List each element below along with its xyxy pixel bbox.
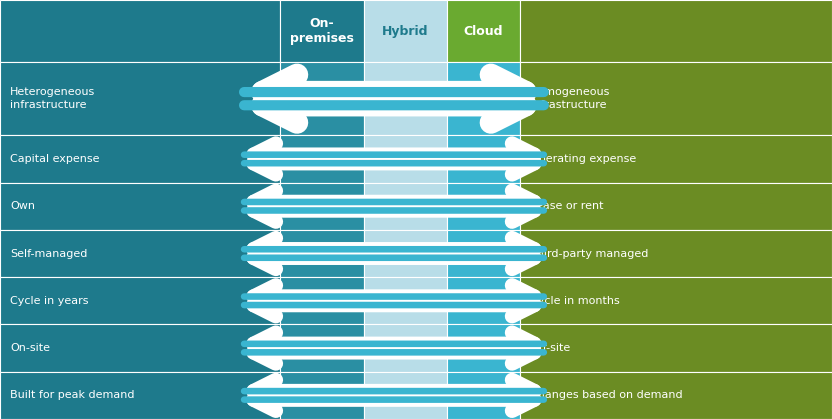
Text: Built for peak demand: Built for peak demand xyxy=(10,391,135,401)
FancyArrowPatch shape xyxy=(254,341,534,364)
Bar xyxy=(364,183,447,230)
Bar xyxy=(520,277,832,324)
Text: Heterogeneous
infrastructure: Heterogeneous infrastructure xyxy=(10,88,95,110)
FancyArrowPatch shape xyxy=(254,333,534,355)
Bar xyxy=(520,324,832,372)
Bar xyxy=(280,277,364,324)
Bar xyxy=(364,0,447,62)
FancyArrowPatch shape xyxy=(254,247,534,269)
Bar xyxy=(447,230,520,277)
Text: Self-managed: Self-managed xyxy=(10,248,87,259)
Bar xyxy=(447,324,520,372)
Bar xyxy=(0,183,280,230)
FancyArrowPatch shape xyxy=(254,238,534,261)
Text: Cloud: Cloud xyxy=(463,24,503,38)
Bar xyxy=(0,324,280,372)
Bar xyxy=(364,135,447,183)
Bar xyxy=(447,0,520,62)
FancyArrowPatch shape xyxy=(262,88,526,122)
FancyArrowPatch shape xyxy=(254,152,534,174)
Bar xyxy=(364,230,447,277)
Bar xyxy=(520,372,832,419)
Bar xyxy=(280,0,364,62)
Bar xyxy=(447,372,520,419)
Bar xyxy=(520,183,832,230)
Bar xyxy=(0,277,280,324)
Bar xyxy=(280,62,364,135)
Bar xyxy=(447,135,520,183)
Text: Own: Own xyxy=(10,201,35,211)
Bar xyxy=(364,277,447,324)
Bar xyxy=(364,324,447,372)
Bar xyxy=(520,0,832,62)
Text: Off-site: Off-site xyxy=(530,343,570,353)
Bar xyxy=(447,277,520,324)
Text: Third-party managed: Third-party managed xyxy=(530,248,648,259)
FancyArrowPatch shape xyxy=(254,199,534,222)
Bar xyxy=(280,372,364,419)
Text: Cycle in years: Cycle in years xyxy=(10,296,88,306)
FancyArrowPatch shape xyxy=(254,191,534,213)
Bar xyxy=(0,230,280,277)
Text: Operating expense: Operating expense xyxy=(530,154,636,164)
FancyArrowPatch shape xyxy=(254,380,534,402)
Text: Changes based on demand: Changes based on demand xyxy=(530,391,682,401)
FancyArrowPatch shape xyxy=(254,294,534,316)
FancyArrowPatch shape xyxy=(262,75,526,109)
Bar xyxy=(520,62,832,135)
Bar xyxy=(280,183,364,230)
Bar xyxy=(447,183,520,230)
Bar xyxy=(0,135,280,183)
Bar xyxy=(0,62,280,135)
Bar xyxy=(280,324,364,372)
Bar xyxy=(0,372,280,419)
Bar xyxy=(447,62,520,135)
Text: On-
premises: On- premises xyxy=(290,17,354,45)
Bar xyxy=(364,372,447,419)
Bar xyxy=(364,62,447,135)
Bar xyxy=(280,230,364,277)
Text: Lease or rent: Lease or rent xyxy=(530,201,603,211)
Text: Cycle in months: Cycle in months xyxy=(530,296,620,306)
Text: Homogeneous
infrastructure: Homogeneous infrastructure xyxy=(530,88,611,110)
Bar xyxy=(520,230,832,277)
Text: On-site: On-site xyxy=(10,343,50,353)
FancyArrowPatch shape xyxy=(254,144,534,166)
Text: Capital expense: Capital expense xyxy=(10,154,100,164)
Bar xyxy=(520,135,832,183)
Bar xyxy=(280,135,364,183)
Text: Hybrid: Hybrid xyxy=(382,24,428,38)
Bar xyxy=(0,0,280,62)
FancyArrowPatch shape xyxy=(254,388,534,411)
FancyArrowPatch shape xyxy=(254,285,534,308)
